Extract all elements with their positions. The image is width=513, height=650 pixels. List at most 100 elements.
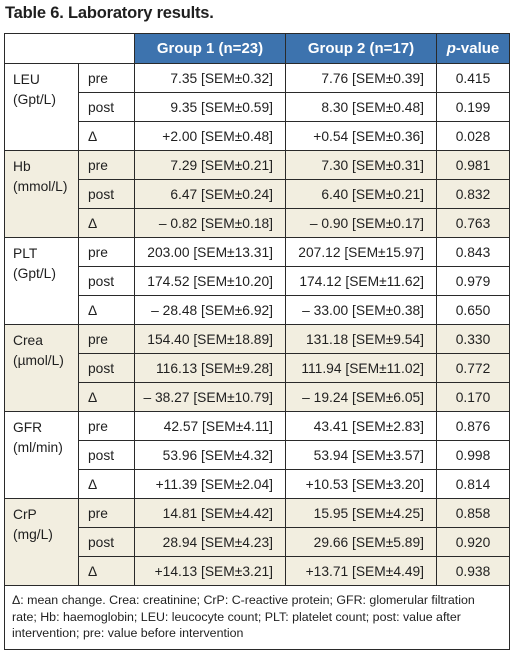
group1-value-cell: 42.57 [SEM±4.11]	[134, 411, 286, 441]
group2-value-cell: – 0.90 [SEM±0.17]	[285, 208, 437, 238]
pvalue-cell: 0.843	[436, 237, 510, 267]
table-title: Table 6. Laboratory results.	[5, 4, 214, 22]
group2-value-cell: 8.30 [SEM±0.48]	[285, 92, 437, 122]
group1-value-cell: 9.35 [SEM±0.59]	[134, 92, 286, 122]
pvalue-cell: 0.938	[436, 556, 510, 586]
pvalue-cell: 0.763	[436, 208, 510, 238]
stage-cell: Δ	[78, 208, 135, 238]
footnote-row: Δ: mean change. Crea: creatinine; CrP: C…	[4, 585, 510, 650]
pvalue-cell: 0.832	[436, 179, 510, 209]
group2-value-cell: 111.94 [SEM±11.02]	[285, 353, 437, 383]
stage-cell: post	[78, 266, 135, 296]
parameter-unit: (mg/L)	[13, 527, 53, 542]
stage-cell: post	[78, 92, 135, 122]
parameter-name: GFR	[13, 420, 43, 435]
table-row: GFR (ml/min) pre 42.57 [SEM±4.11] 43.41 [SEM…	[4, 411, 510, 499]
parameter-cell: LEU (Gpt/L)	[4, 63, 79, 151]
group1-value-cell: 174.52 [SEM±10.20]	[134, 266, 286, 296]
pvalue-cell: 0.979	[436, 266, 510, 296]
group2-value-cell: 7.76 [SEM±0.39]	[285, 63, 437, 93]
stage-cell: pre	[78, 324, 135, 354]
header-blank-cell	[4, 33, 135, 64]
stage-cell: post	[78, 440, 135, 470]
group2-value-cell: +10.53 [SEM±3.20]	[285, 469, 437, 499]
parameter-cell: GFR (ml/min)	[4, 411, 79, 499]
pvalue-cell: 0.199	[436, 92, 510, 122]
table-row: Hb (mmol/L) pre 7.29 [SEM±0.21] 7.30 [SEM±0.…	[4, 150, 510, 238]
group1-value-cell: 116.13 [SEM±9.28]	[134, 353, 286, 383]
group2-value-cell: – 33.00 [SEM±0.38]	[285, 295, 437, 325]
parameter-name: LEU	[13, 72, 40, 87]
table-row: post 6.47 [SEM±0.24] 6.40 [SEM±0.21] 0.832	[5, 179, 510, 209]
parameter-cell: CrP (mg/L)	[4, 498, 79, 586]
pvalue-cell: 0.415	[436, 63, 510, 93]
group2-value-cell: +0.54 [SEM±0.36]	[285, 121, 437, 151]
pvalue-cell: 0.858	[436, 498, 510, 528]
pvalue-cell: 0.170	[436, 382, 510, 412]
table-row: post 9.35 [SEM±0.59] 8.30 [SEM±0.48] 0.199	[5, 92, 510, 122]
parameter-unit: (µmol/L)	[13, 353, 64, 368]
pvalue-cell: 0.330	[436, 324, 510, 354]
pvalue-cell: 0.814	[436, 469, 510, 499]
header-group1: Group 1 (n=23)	[134, 33, 286, 64]
group2-value-cell: 43.41 [SEM±2.83]	[285, 411, 437, 441]
table-row: LEU (Gpt/L) pre 7.35 [SEM±0.32] 7.76 [SEM±0.…	[4, 63, 510, 151]
stage-cell: post	[78, 527, 135, 557]
header-row: Group 1 (n=23) Group 2 (n=17) p-value	[4, 33, 510, 64]
group2-value-cell: 6.40 [SEM±0.21]	[285, 179, 437, 209]
table-row: CrP (mg/L) pre 14.81 [SEM±4.42] 15.95 [SEM±4…	[4, 498, 510, 586]
parameter-cell: Hb (mmol/L)	[4, 150, 79, 238]
stage-cell: pre	[78, 63, 135, 93]
group1-value-cell: 154.40 [SEM±18.89]	[134, 324, 286, 354]
table-row: Δ – 0.82 [SEM±0.18] – 0.90 [SEM±0.17] 0.763	[5, 208, 510, 238]
group2-value-cell: +13.71 [SEM±4.49]	[285, 556, 437, 586]
header-group2: Group 2 (n=17)	[285, 33, 437, 64]
header-pvalue-p: p	[446, 40, 456, 57]
stage-cell: pre	[78, 498, 135, 528]
group1-value-cell: 28.94 [SEM±4.23]	[134, 527, 286, 557]
group1-value-cell: – 38.27 [SEM±10.79]	[134, 382, 286, 412]
pvalue-cell: 0.028	[436, 121, 510, 151]
pvalue-cell: 0.650	[436, 295, 510, 325]
stage-cell: Δ	[78, 382, 135, 412]
table-row: Δ +2.00 [SEM±0.48] +0.54 [SEM±0.36] 0.028	[5, 121, 510, 151]
parameter-unit: (Gpt/L)	[13, 266, 56, 281]
group2-value-cell: 131.18 [SEM±9.54]	[285, 324, 437, 354]
parameter-cell: PLT (Gpt/L)	[4, 237, 79, 325]
table-row: PLT (Gpt/L) pre 203.00 [SEM±13.31] 207.12 [S…	[4, 237, 510, 325]
stage-cell: Δ	[78, 121, 135, 151]
group1-value-cell: 203.00 [SEM±13.31]	[134, 237, 286, 267]
group2-value-cell: 53.94 [SEM±3.57]	[285, 440, 437, 470]
lab-results-table: Group 1 (n=23) Group 2 (n=17) p-value LE…	[4, 33, 510, 650]
table-footnote: Δ: mean change. Crea: creatinine; CrP: C…	[4, 585, 510, 650]
group1-value-cell: – 0.82 [SEM±0.18]	[134, 208, 286, 238]
table-row: post 174.52 [SEM±10.20] 174.12 [SEM±11.62]…	[5, 266, 510, 296]
stage-cell: post	[78, 353, 135, 383]
pvalue-cell: 0.981	[436, 150, 510, 180]
table-row: Δ +14.13 [SEM±3.21] +13.71 [SEM±4.49] 0.938	[5, 556, 510, 586]
stage-cell: pre	[78, 150, 135, 180]
group2-value-cell: 7.30 [SEM±0.31]	[285, 150, 437, 180]
table-row: post 53.96 [SEM±4.32] 53.94 [SEM±3.57] 0.99…	[5, 440, 510, 470]
group2-value-cell: – 19.24 [SEM±6.05]	[285, 382, 437, 412]
group2-value-cell: 15.95 [SEM±4.25]	[285, 498, 437, 528]
table-row: Δ +11.39 [SEM±2.04] +10.53 [SEM±3.20] 0.814	[5, 469, 510, 499]
parameter-name: Crea	[13, 333, 43, 348]
group2-value-cell: 174.12 [SEM±11.62]	[285, 266, 437, 296]
header-pvalue: p-value	[436, 33, 510, 64]
stage-cell: pre	[78, 411, 135, 441]
group1-value-cell: +2.00 [SEM±0.48]	[134, 121, 286, 151]
table-row: post 116.13 [SEM±9.28] 111.94 [SEM±11.02] 0…	[5, 353, 510, 383]
parameter-name: PLT	[13, 246, 38, 261]
parameter-name: Hb	[13, 159, 31, 174]
group1-value-cell: +11.39 [SEM±2.04]	[134, 469, 286, 499]
parameter-unit: (mmol/L)	[13, 179, 68, 194]
stage-cell: Δ	[78, 556, 135, 586]
group2-value-cell: 207.12 [SEM±15.97]	[285, 237, 437, 267]
stage-cell: Δ	[78, 295, 135, 325]
parameter-unit: (ml/min)	[13, 440, 63, 455]
stage-cell: post	[78, 179, 135, 209]
pvalue-cell: 0.920	[436, 527, 510, 557]
stage-cell: Δ	[78, 469, 135, 499]
table-row: Crea (µmol/L) pre 154.40 [SEM±18.89] 131.18 …	[4, 324, 510, 412]
